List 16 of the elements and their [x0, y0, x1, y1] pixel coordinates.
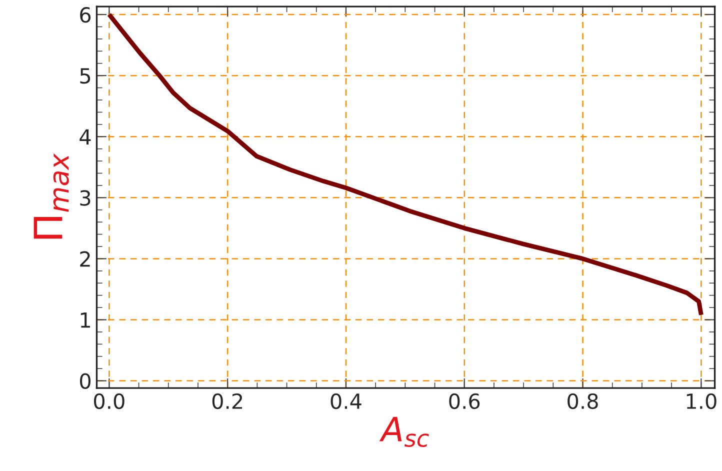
y-tick-label: 5 [80, 68, 90, 84]
y-tick-label: 3 [80, 190, 90, 206]
y-tick-label: 6 [80, 6, 91, 23]
y-axis-title: Π$_{max}$ [34, 153, 69, 239]
x-tick-label: 0.2 [212, 393, 242, 410]
y-tick-label: 1 [80, 312, 90, 328]
x-axis-title: A$_{sc}$ [379, 416, 429, 448]
x-tick-label: 0.8 [568, 393, 598, 410]
x-tick-label: 0.6 [449, 393, 480, 410]
x-tick-label: 0.4 [330, 393, 362, 410]
x-tick-label: 1.0 [686, 393, 716, 410]
y-tick-label: 4 [80, 129, 91, 145]
y-tick-label: 2 [80, 251, 90, 267]
x-tick-label: 0.0 [94, 393, 124, 410]
y-tick-label: 0 [80, 373, 91, 389]
line-series [106, 12, 704, 318]
